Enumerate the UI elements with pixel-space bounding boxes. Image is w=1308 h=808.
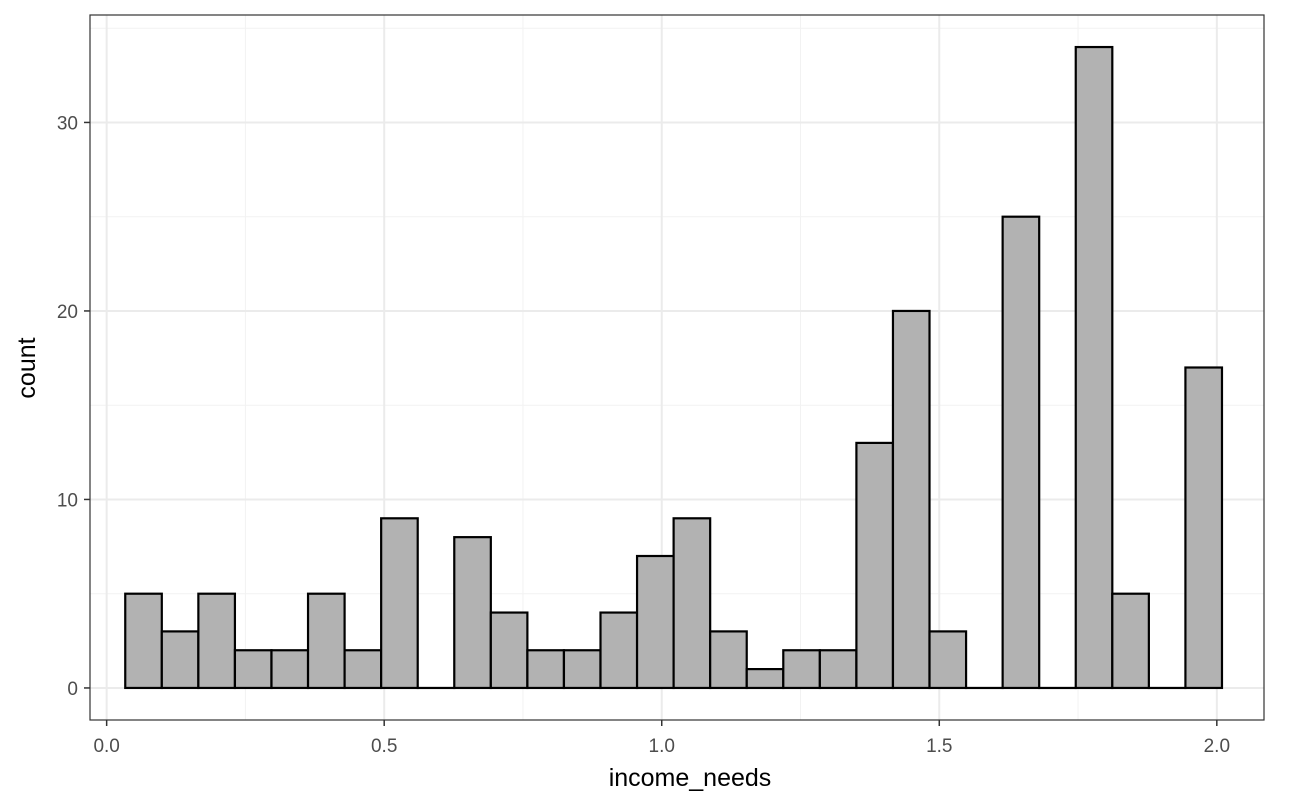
y-tick-label: 0 xyxy=(67,679,78,700)
x-axis: 0.0 0.5 1.0 1.5 2.0 xyxy=(93,720,1230,757)
x-tick-label: 1.5 xyxy=(926,736,952,757)
histogram-bar xyxy=(855,441,895,690)
histogram-bar xyxy=(124,592,163,690)
y-tick-label: 30 xyxy=(57,113,78,134)
histogram-bar xyxy=(745,668,785,690)
y-tick-label: 20 xyxy=(57,302,78,323)
histogram-bar xyxy=(233,649,273,690)
y-axis-title: count xyxy=(13,337,41,398)
histogram-bar xyxy=(270,649,310,690)
histogram-bar xyxy=(891,309,931,690)
histogram-bar xyxy=(672,517,712,690)
histogram-bar xyxy=(1184,366,1224,690)
histogram-bar xyxy=(306,592,346,690)
panel-border xyxy=(89,14,1265,721)
histogram-bar xyxy=(380,517,419,690)
histogram-bar xyxy=(562,649,602,690)
histogram-bar xyxy=(635,554,675,690)
histogram-bar xyxy=(1001,215,1041,690)
histogram-bar xyxy=(928,630,968,690)
histogram-bar xyxy=(526,649,566,690)
histogram-bar xyxy=(160,630,200,690)
histogram-bars xyxy=(124,45,1224,690)
x-axis-title: income_needs xyxy=(609,764,772,792)
x-tick-label: 0.5 xyxy=(371,736,397,757)
histogram-bar xyxy=(782,649,821,690)
histogram-bar xyxy=(599,611,639,690)
histogram-bar xyxy=(709,630,748,690)
histogram-bar xyxy=(489,611,529,690)
histogram-bar xyxy=(1111,592,1150,690)
histogram-bar xyxy=(1074,45,1114,690)
x-tick-label: 0.0 xyxy=(93,736,119,757)
x-tick-label: 2.0 xyxy=(1204,736,1230,757)
histogram-bar xyxy=(453,536,492,690)
histogram-bar xyxy=(818,649,858,690)
histogram-bar xyxy=(343,649,383,690)
y-tick-label: 10 xyxy=(57,490,78,511)
y-axis: 0 10 20 30 xyxy=(57,113,90,700)
x-tick-label: 1.0 xyxy=(649,736,675,757)
histogram-bar xyxy=(197,592,237,690)
